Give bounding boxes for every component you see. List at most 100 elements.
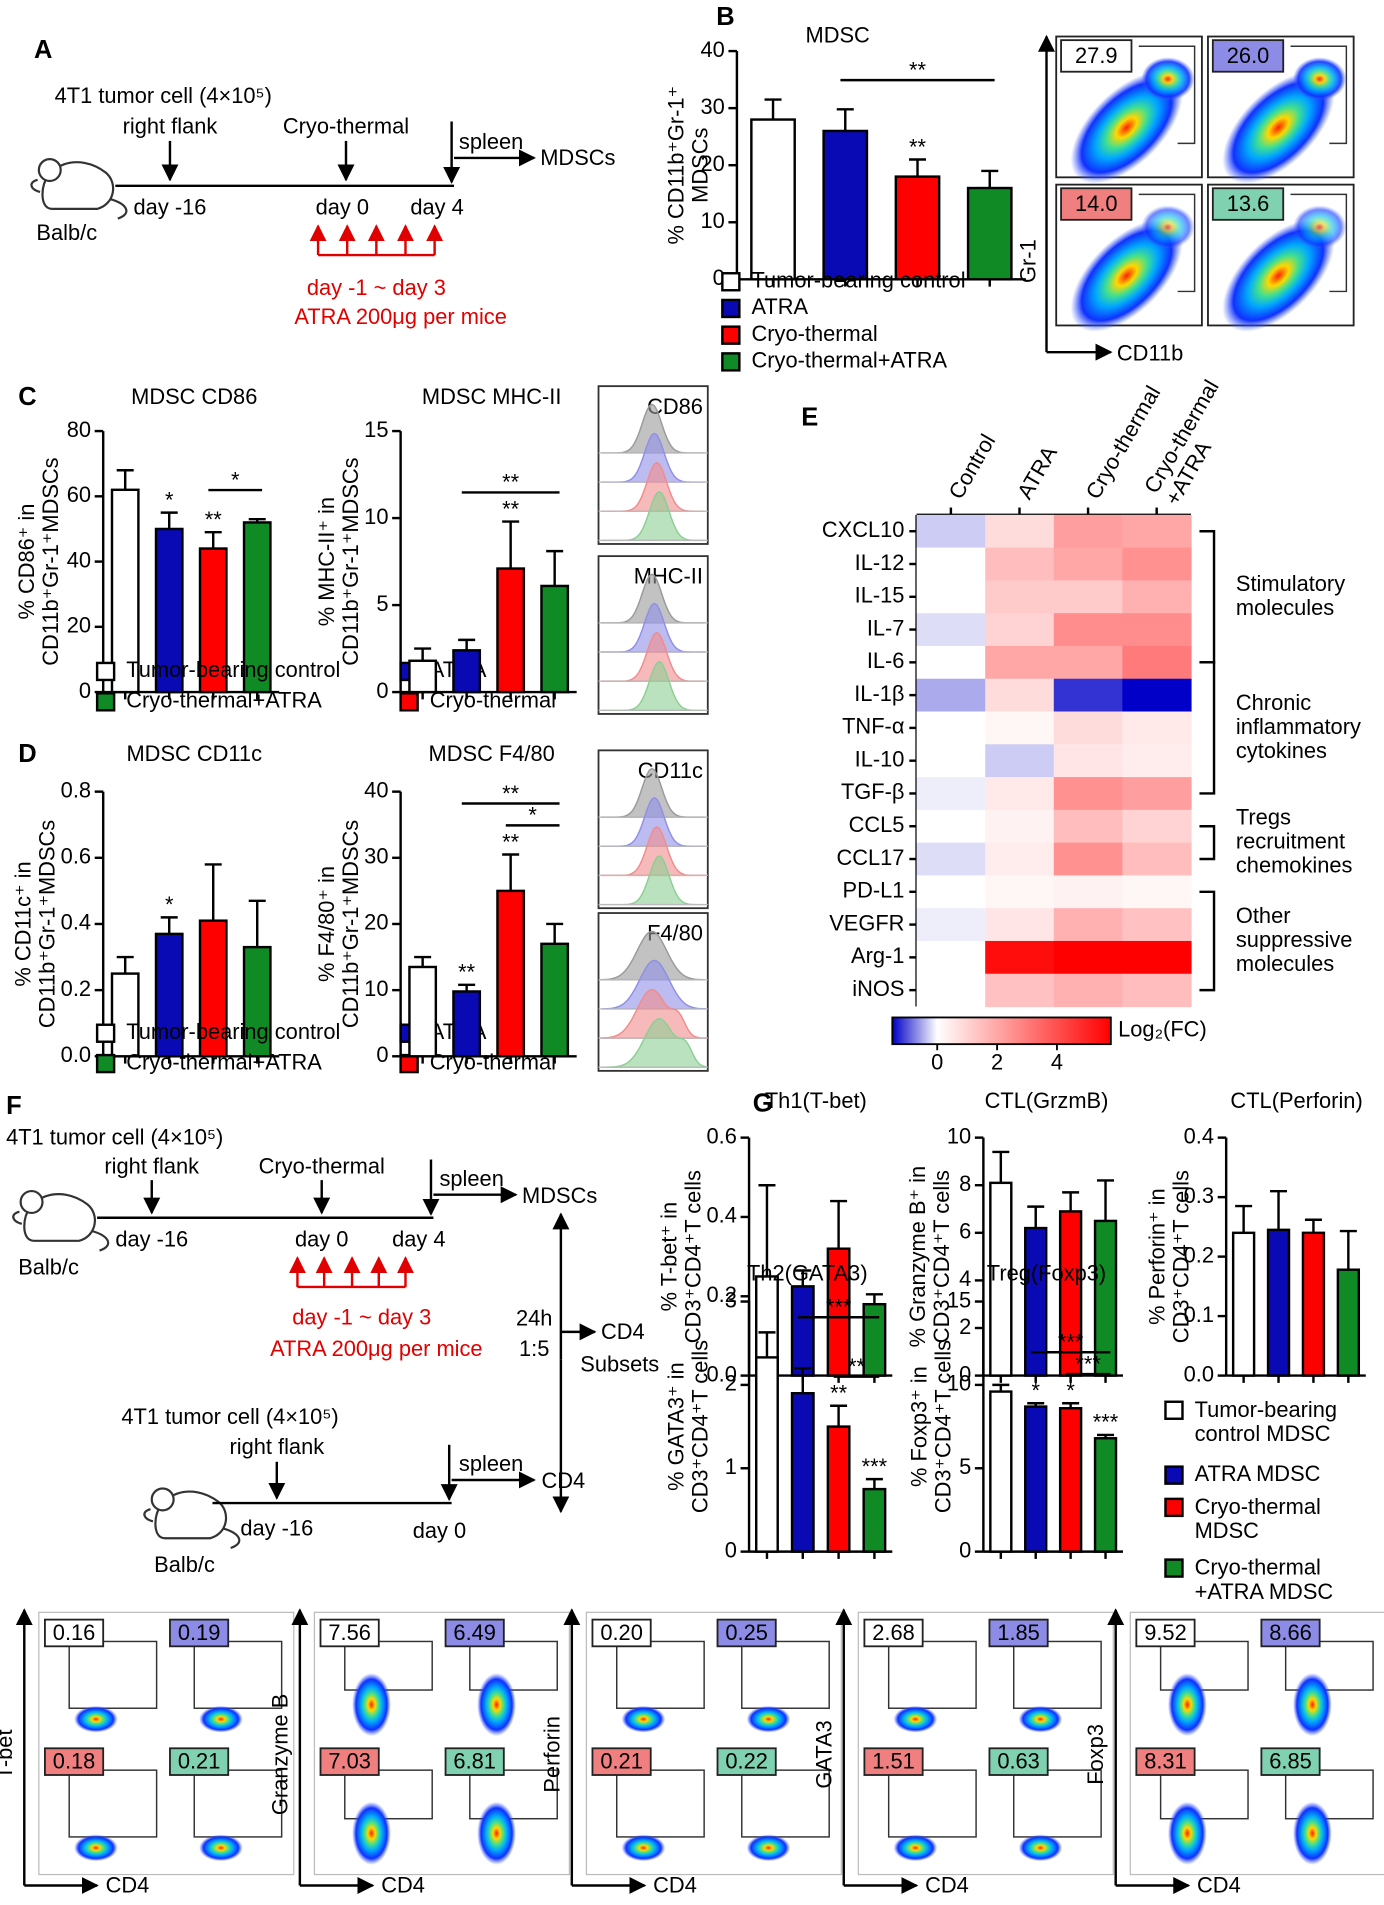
diagram-text: CD4 bbox=[601, 1319, 645, 1344]
flow-value: 8.66 bbox=[1269, 1620, 1312, 1645]
diagram-text: day -16 bbox=[115, 1227, 188, 1252]
flow-label-box bbox=[863, 1618, 924, 1648]
legend-swatch bbox=[1164, 1558, 1184, 1578]
mouse-icon bbox=[143, 1487, 241, 1550]
flow-label-box bbox=[319, 1747, 380, 1776]
flow-value: 0.63 bbox=[997, 1749, 1040, 1774]
row-label: IL-12 bbox=[855, 550, 905, 575]
heat-cell bbox=[1053, 580, 1123, 614]
y-axis-label: % GATA3⁺ inCD3⁺CD4⁺T cells bbox=[663, 1340, 712, 1513]
y-tick-label: 0.4 bbox=[61, 910, 91, 935]
heat-cell bbox=[916, 547, 986, 582]
error-bar bbox=[836, 108, 854, 131]
significance: ** bbox=[502, 496, 520, 521]
significance: *** bbox=[862, 1454, 888, 1479]
y-tick-label: 60 bbox=[67, 482, 91, 507]
panel-label: D bbox=[18, 740, 36, 768]
error-bar bbox=[1062, 1191, 1080, 1212]
flow-value: 0.25 bbox=[725, 1620, 768, 1645]
legend-swatch bbox=[95, 661, 116, 682]
flow-density bbox=[746, 1834, 791, 1862]
error-bar bbox=[865, 1293, 883, 1305]
error-bar bbox=[1097, 1433, 1115, 1439]
heat-cell bbox=[916, 580, 986, 614]
flow-density bbox=[74, 1705, 118, 1733]
legend-label: Tumor-bearing control bbox=[751, 268, 965, 293]
legend-swatch bbox=[399, 692, 419, 712]
heat-cell bbox=[1122, 678, 1192, 713]
y-tick-label: 40 bbox=[364, 777, 388, 802]
heat-cell bbox=[916, 842, 986, 877]
bar bbox=[826, 1425, 851, 1553]
heat-cell bbox=[985, 908, 1055, 942]
heat-cell bbox=[985, 645, 1055, 680]
text-line: % F4/80⁺ in bbox=[314, 866, 339, 982]
y-tick-label: 0 bbox=[79, 678, 91, 703]
significance: ** bbox=[848, 1354, 866, 1379]
heat-cell bbox=[1053, 908, 1123, 942]
chart-title: CTL(GrzmB) bbox=[985, 1088, 1109, 1113]
y-tick-label: 0.6 bbox=[61, 844, 91, 869]
y-axis-label: % Granzyme B⁺ inCD3⁺CD4⁺T cells bbox=[905, 1166, 954, 1347]
flow-density bbox=[352, 1673, 391, 1737]
heat-cell bbox=[1053, 547, 1123, 582]
text-line: Stimulatory bbox=[1236, 571, 1345, 596]
row-label: CCL5 bbox=[849, 812, 905, 837]
flow-group-frame bbox=[313, 1611, 570, 1876]
diagram-text: right flank bbox=[104, 1154, 199, 1179]
heat-cell bbox=[916, 809, 986, 844]
y-tick-label: 4 bbox=[959, 1266, 971, 1291]
flow-density bbox=[477, 1801, 516, 1865]
row-label: PD-L1 bbox=[843, 878, 905, 903]
bar bbox=[862, 1302, 887, 1377]
heat-cell bbox=[916, 908, 986, 942]
flow-label-box bbox=[1060, 39, 1133, 73]
flow-y-label: Granzyme B bbox=[267, 1694, 292, 1815]
flow-gate bbox=[1290, 193, 1348, 293]
text-line: MDSC bbox=[1195, 1518, 1259, 1543]
diagram-text: day -16 bbox=[240, 1516, 313, 1541]
text-line: CD3⁺CD4⁺T cells bbox=[930, 1340, 955, 1513]
flow-value: 7.56 bbox=[328, 1620, 371, 1645]
flow-group-frame bbox=[857, 1611, 1114, 1876]
y-tick-label: 0 bbox=[376, 1042, 388, 1067]
flow-value: 0.19 bbox=[178, 1620, 221, 1645]
bar bbox=[540, 584, 570, 694]
bar bbox=[408, 965, 438, 1058]
flow-label-box bbox=[444, 1747, 505, 1776]
significance: *** bbox=[1093, 1410, 1119, 1435]
flow-density bbox=[74, 1834, 118, 1862]
flow-y-label: GATA3 bbox=[811, 1720, 836, 1788]
significance: ** bbox=[909, 57, 927, 82]
heat-cell bbox=[1122, 809, 1192, 844]
heat-cell bbox=[1053, 514, 1123, 549]
diagram-text: Subsets bbox=[580, 1352, 659, 1377]
flow-label-box bbox=[44, 1618, 105, 1648]
significance: * bbox=[1066, 1378, 1075, 1403]
flow-label-box bbox=[988, 1747, 1049, 1776]
y-axis-label: % CD86⁺ inCD11b⁺Gr-1⁺MDSCs bbox=[14, 457, 63, 665]
bar bbox=[790, 1392, 815, 1553]
y-tick-label: 0.1 bbox=[1184, 1302, 1214, 1327]
flow-x-label: CD4 bbox=[925, 1872, 969, 1897]
flow-label-box bbox=[319, 1618, 380, 1648]
heat-cell bbox=[916, 875, 986, 909]
bar bbox=[750, 118, 796, 281]
flow-value: 0.20 bbox=[600, 1620, 643, 1645]
text-line: recruitment bbox=[1236, 828, 1345, 853]
row-label: IL-10 bbox=[855, 746, 905, 771]
flow-label-box bbox=[169, 1747, 230, 1776]
heat-cell bbox=[916, 940, 986, 975]
legend-label: Cryo-thermal+ATRA bbox=[126, 1049, 322, 1074]
bar bbox=[755, 1356, 779, 1553]
flow-label-box bbox=[716, 1618, 777, 1648]
chart-title: CTL(Perforin) bbox=[1230, 1088, 1362, 1113]
y-axis-label: % CD11c⁺ inCD11b⁺Gr-1⁺MDSCs bbox=[10, 820, 59, 1028]
heat-cell bbox=[916, 777, 986, 811]
error-bar bbox=[764, 98, 782, 120]
diagram-text: CD4 bbox=[541, 1468, 585, 1493]
y-tick-label: 10 bbox=[947, 1371, 971, 1396]
heat-cell bbox=[985, 809, 1055, 844]
y-tick-label: 10 bbox=[364, 976, 388, 1001]
